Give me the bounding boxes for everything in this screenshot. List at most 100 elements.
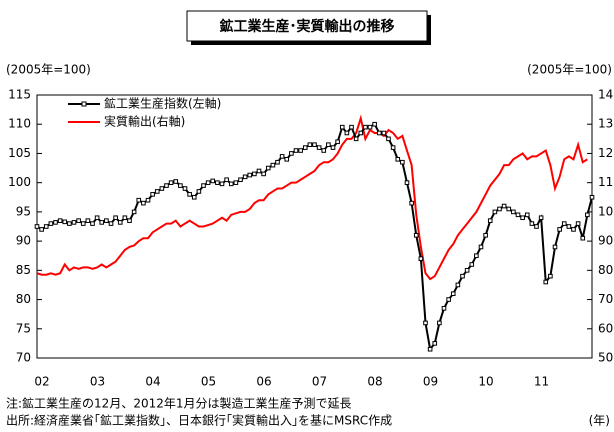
point-marker xyxy=(580,235,586,241)
point-marker xyxy=(94,215,100,221)
point-marker xyxy=(326,142,331,147)
x-tick-label: 11 xyxy=(534,375,549,389)
y2-tick-label: 100 xyxy=(598,204,614,218)
point-marker xyxy=(538,215,544,221)
point-marker xyxy=(43,224,49,229)
series-line xyxy=(36,114,588,281)
point-marker xyxy=(159,186,165,191)
point-marker xyxy=(67,221,72,226)
point-marker xyxy=(289,151,294,156)
point-marker xyxy=(353,136,359,142)
y-tick-label: 110 xyxy=(8,117,31,131)
chart-title: 鉱工業生産･実質輸出の推移 xyxy=(220,18,395,35)
y2-tick-label: 90 xyxy=(598,234,613,248)
note: 注:鉱工業生産の12月、2012年1月分は製造工業生産予測で延長 xyxy=(6,396,352,411)
point-marker xyxy=(34,224,40,229)
point-marker xyxy=(215,180,220,185)
point-marker xyxy=(293,148,299,153)
point-marker xyxy=(344,130,350,136)
y-tick-label: 80 xyxy=(16,292,31,306)
point-marker xyxy=(330,145,336,150)
point-marker xyxy=(376,130,382,136)
point-marker xyxy=(575,221,581,226)
point-marker xyxy=(150,192,155,197)
point-marker xyxy=(437,320,442,326)
point-marker xyxy=(261,171,266,177)
point-marker xyxy=(168,180,174,185)
point-marker xyxy=(228,181,234,187)
point-marker xyxy=(164,183,169,188)
x-axis-label: (年) xyxy=(589,414,610,428)
x-tick-label: 07 xyxy=(312,375,327,389)
y-tick-label: 105 xyxy=(8,146,31,160)
y2-axis-label: (2005年=100) xyxy=(527,63,612,77)
point-marker xyxy=(381,130,387,136)
point-marker xyxy=(483,232,488,238)
point-marker xyxy=(108,221,114,226)
point-marker xyxy=(85,218,91,223)
point-marker xyxy=(196,189,202,194)
point-marker xyxy=(256,168,262,174)
x-tick-label: 08 xyxy=(367,375,382,389)
y-tick-label: 100 xyxy=(8,175,31,189)
point-marker xyxy=(335,139,340,145)
point-marker xyxy=(48,221,54,226)
point-marker xyxy=(53,220,58,225)
point-marker xyxy=(224,177,229,183)
point-marker xyxy=(404,180,410,185)
point-marker xyxy=(358,130,364,136)
point-marker xyxy=(363,124,368,130)
point-marker xyxy=(543,279,549,285)
point-marker xyxy=(478,244,484,250)
point-marker xyxy=(252,171,257,177)
y-axis-label: (2005年=100) xyxy=(6,63,91,77)
point-marker xyxy=(122,215,128,221)
point-marker xyxy=(400,159,405,165)
x-tick-label: 06 xyxy=(256,375,271,389)
point-marker xyxy=(349,124,354,130)
title-box xyxy=(186,10,428,42)
y-tick-label: 90 xyxy=(16,234,31,248)
point-marker xyxy=(154,189,160,194)
point-marker xyxy=(529,221,535,226)
point-marker xyxy=(76,218,81,223)
legend-marker xyxy=(81,101,87,107)
y-tick-label: 70 xyxy=(16,351,31,365)
point-marker xyxy=(275,159,280,165)
point-marker xyxy=(520,215,525,221)
point-marker xyxy=(62,219,68,225)
point-marker xyxy=(441,306,447,311)
point-marker xyxy=(511,209,516,215)
point-marker xyxy=(284,156,290,162)
plot-frame xyxy=(36,94,593,359)
point-marker xyxy=(571,227,576,232)
point-marker xyxy=(474,253,479,259)
y-tick-label: 85 xyxy=(16,263,31,277)
point-marker xyxy=(279,154,285,159)
point-marker xyxy=(141,200,146,206)
point-marker xyxy=(131,209,137,215)
y2-tick-label: 120 xyxy=(598,146,614,160)
point-marker xyxy=(492,209,498,215)
note: 出所:経済産業省｢鉱工業指数｣、日本銀行｢実質輸出入｣を基にMSRC作成 xyxy=(6,413,392,428)
point-marker xyxy=(557,227,562,232)
x-tick-label: 02 xyxy=(34,375,49,389)
point-marker xyxy=(187,192,192,197)
point-marker xyxy=(39,227,44,232)
point-marker xyxy=(219,181,225,187)
point-marker xyxy=(205,180,211,185)
point-marker xyxy=(524,212,530,218)
x-tick-label: 03 xyxy=(90,375,105,389)
point-marker xyxy=(455,282,461,288)
point-marker xyxy=(390,145,396,150)
point-marker xyxy=(409,200,414,206)
point-marker xyxy=(127,218,132,223)
point-marker xyxy=(233,180,239,185)
point-marker xyxy=(585,212,590,218)
point-marker xyxy=(487,218,493,223)
point-marker xyxy=(386,136,391,142)
point-marker xyxy=(339,124,345,130)
y-tick-label: 75 xyxy=(16,321,31,335)
point-marker xyxy=(302,145,308,150)
